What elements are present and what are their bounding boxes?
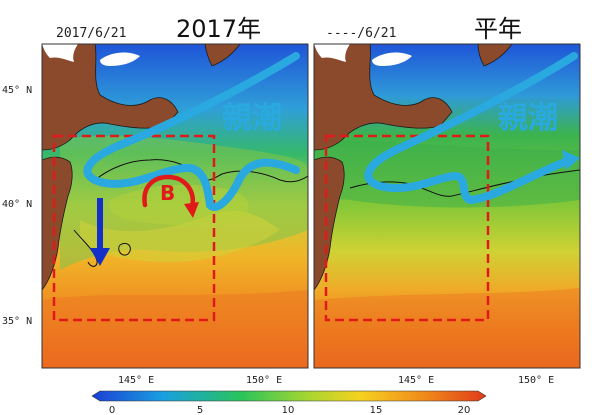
lon-tick-145-left: 145° E — [118, 375, 154, 386]
eddy-label: B — [160, 181, 175, 205]
colorbar: 0 5 10 15 20 — [91, 390, 487, 415]
oyashio-current-arrow — [83, 52, 300, 211]
land-kuril-tip — [204, 44, 241, 67]
lat-tick-35: 35° N — [2, 316, 32, 327]
lat-tick-45: 45° N — [2, 85, 32, 96]
lon-tick-150-right: 150° E — [518, 375, 554, 386]
land-kuril-tip — [477, 44, 513, 67]
map-panel-normal: ----/6/21 平年 親潮 145° E 150° E — [313, 15, 581, 386]
land-hokkaido — [314, 44, 453, 151]
panel-date: 2017/6/21 — [56, 26, 126, 41]
region-box-2017 — [52, 134, 216, 322]
lat-tick-40: 40° N — [2, 199, 32, 210]
land-honshu — [42, 156, 73, 291]
region-box-normal — [324, 134, 490, 322]
colorbar-tick: 10 — [282, 405, 295, 415]
panel-title: 平年 — [474, 15, 522, 43]
colorbar-tick: 5 — [197, 405, 203, 415]
colorbar-tick: 0 — [109, 405, 115, 415]
colorbar-tick: 15 — [370, 405, 383, 415]
map-panel-2017: 2017/6/21 2017年 親潮 B — [2, 15, 309, 386]
lon-tick-145-right: 145° E — [398, 375, 434, 386]
oyashio-current-arrow — [364, 52, 578, 205]
current-label-oyashio: 親潮 — [222, 101, 282, 136]
lon-tick-150-left: 150° E — [246, 375, 282, 386]
panel-date: ----/6/21 — [326, 26, 396, 41]
colorbar-tick: 20 — [458, 405, 471, 415]
warm-eddy-arrow — [142, 174, 196, 211]
panel-title: 2017年 — [176, 15, 261, 43]
current-label-oyashio: 親潮 — [498, 101, 558, 136]
